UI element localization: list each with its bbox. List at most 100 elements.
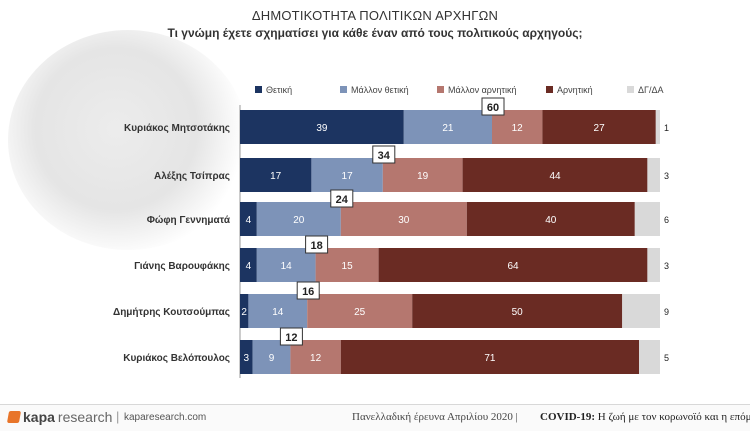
data-label-5-1: 9 [269, 353, 275, 364]
footer-bar [0, 404, 750, 431]
bar-3-3 [378, 248, 648, 282]
data-label-4-4: 9 [664, 307, 669, 317]
category-label-1: Αλέξης Τσίπρας [154, 171, 230, 182]
bar-5-0 [240, 340, 253, 374]
legend-label-1: Μάλλον θετική [351, 85, 409, 95]
data-label-0-4: 1 [664, 123, 669, 133]
data-label-2-1: 20 [293, 215, 305, 226]
bar-3-2 [315, 248, 379, 282]
positive-total-label-1: 34 [378, 150, 391, 162]
category-label-2: Φώφη Γεννηματά [147, 215, 231, 226]
legend-label-2: Μάλλον αρνητική [448, 85, 516, 95]
data-label-0-3: 27 [594, 123, 606, 134]
bar-5-2 [290, 340, 341, 374]
positive-total-label-5: 12 [285, 332, 297, 344]
positive-total-box-2 [330, 189, 354, 208]
category-label-4: Δημήτρης Κουτσούμπας [113, 307, 230, 318]
data-label-0-1: 21 [442, 123, 454, 134]
logo-sub-text: research [57, 409, 113, 425]
legend-label-4: ΔΓ/ΔΑ [638, 85, 663, 95]
positive-total-label-3: 18 [310, 240, 322, 252]
positive-total-box-3 [305, 235, 329, 254]
covid-bold-text: COVID-19: [540, 411, 595, 423]
legend-swatch-2 [437, 86, 444, 93]
bar-1-0 [240, 158, 312, 192]
bar-0-4 [655, 110, 660, 144]
data-label-1-4: 3 [664, 171, 669, 181]
bar-1-4 [647, 158, 660, 192]
data-label-4-0: 2 [241, 307, 247, 318]
positive-total-box-0 [481, 97, 505, 116]
positive-total-box-1 [372, 145, 396, 164]
kapa-research-logo: kapa research [6, 409, 113, 425]
positive-total-box-4 [296, 281, 320, 300]
data-label-5-3: 71 [484, 353, 496, 364]
data-label-4-3: 50 [512, 307, 524, 318]
data-label-4-2: 25 [354, 307, 366, 318]
data-label-1-1: 17 [342, 171, 354, 182]
bar-5-1 [252, 340, 291, 374]
data-label-3-0: 4 [246, 261, 252, 272]
bar-0-0 [240, 110, 404, 144]
positive-total-label-2: 24 [336, 194, 349, 206]
data-label-3-2: 15 [342, 261, 354, 272]
bar-3-4 [647, 248, 660, 282]
legend-swatch-4 [627, 86, 634, 93]
category-label-3: Γιάνης Βαρουφάκης [134, 261, 230, 272]
bar-3-1 [256, 248, 316, 282]
data-label-2-3: 40 [545, 215, 557, 226]
positive-total-label-0: 60 [487, 102, 499, 114]
bar-2-1 [256, 202, 341, 236]
data-label-3-3: 64 [507, 261, 519, 272]
bar-2-2 [340, 202, 467, 236]
data-label-4-1: 14 [272, 307, 284, 318]
bar-1-3 [462, 158, 648, 192]
bar-2-3 [466, 202, 635, 236]
virus-illustration [8, 30, 248, 250]
data-label-1-0: 17 [270, 171, 282, 182]
bar-5-4 [639, 340, 660, 374]
bar-1-2 [382, 158, 463, 192]
data-label-1-3: 44 [549, 171, 561, 182]
data-label-2-2: 30 [398, 215, 410, 226]
data-label-5-4: 5 [664, 353, 669, 363]
legend-swatch-3 [546, 86, 553, 93]
category-label-0: Κυριάκος Μητσοτάκης [124, 123, 230, 134]
legend-swatch-0 [255, 86, 262, 93]
data-label-0-0: 39 [316, 123, 328, 134]
chart-title: ΔΗΜΟΤΙΚΟΤΗΤΑ ΠΟΛΙΤΙΚΩΝ ΑΡΧΗΓΩΝ [251, 8, 499, 23]
legend-swatch-1 [340, 86, 347, 93]
footer-covid-label: COVID-19: Η ζωή με τον κορωνοϊό και η επ… [540, 411, 750, 423]
data-label-0-2: 12 [512, 123, 524, 134]
bar-0-1 [403, 110, 492, 144]
bar-4-0 [240, 294, 249, 328]
positive-total-box-5 [279, 327, 303, 346]
kapa-logo-icon [6, 411, 22, 423]
data-label-3-4: 3 [664, 261, 669, 271]
data-label-2-4: 6 [664, 215, 669, 225]
footer-survey-label: Πανελλαδική έρευνα Απριλίου 2020 | [352, 411, 518, 423]
footer-site-link[interactable]: kaparesearch.com [124, 412, 207, 423]
chart-subtitle: Τι γνώμη έχετε σχηματίσει για κάθε έναν … [167, 26, 583, 40]
category-label-5: Κυριάκος Βελόπουλος [123, 353, 230, 364]
legend-label-0: Θετική [266, 85, 292, 95]
bar-3-0 [240, 248, 257, 282]
data-label-2-0: 4 [246, 215, 252, 226]
data-label-1-2: 19 [417, 171, 429, 182]
data-label-5-0: 3 [244, 353, 250, 364]
bar-2-0 [240, 202, 257, 236]
bar-2-4 [634, 202, 660, 236]
bar-0-2 [492, 110, 543, 144]
bar-4-3 [412, 294, 623, 328]
bar-4-1 [248, 294, 308, 328]
data-label-5-2: 12 [310, 353, 322, 364]
logo-main-text: kapa [23, 409, 55, 425]
positive-total-label-4: 16 [302, 286, 314, 298]
bar-1-1 [311, 158, 383, 192]
bar-4-2 [307, 294, 413, 328]
legend-label-3: Αρνητική [557, 85, 593, 95]
bar-5-3 [340, 340, 639, 374]
bar-4-4 [622, 294, 660, 328]
stacked-bar-chart: Θετική Μάλλον θετική Μάλλον αρνητική Αρνητι… [113, 85, 669, 378]
data-label-3-1: 14 [281, 261, 293, 272]
